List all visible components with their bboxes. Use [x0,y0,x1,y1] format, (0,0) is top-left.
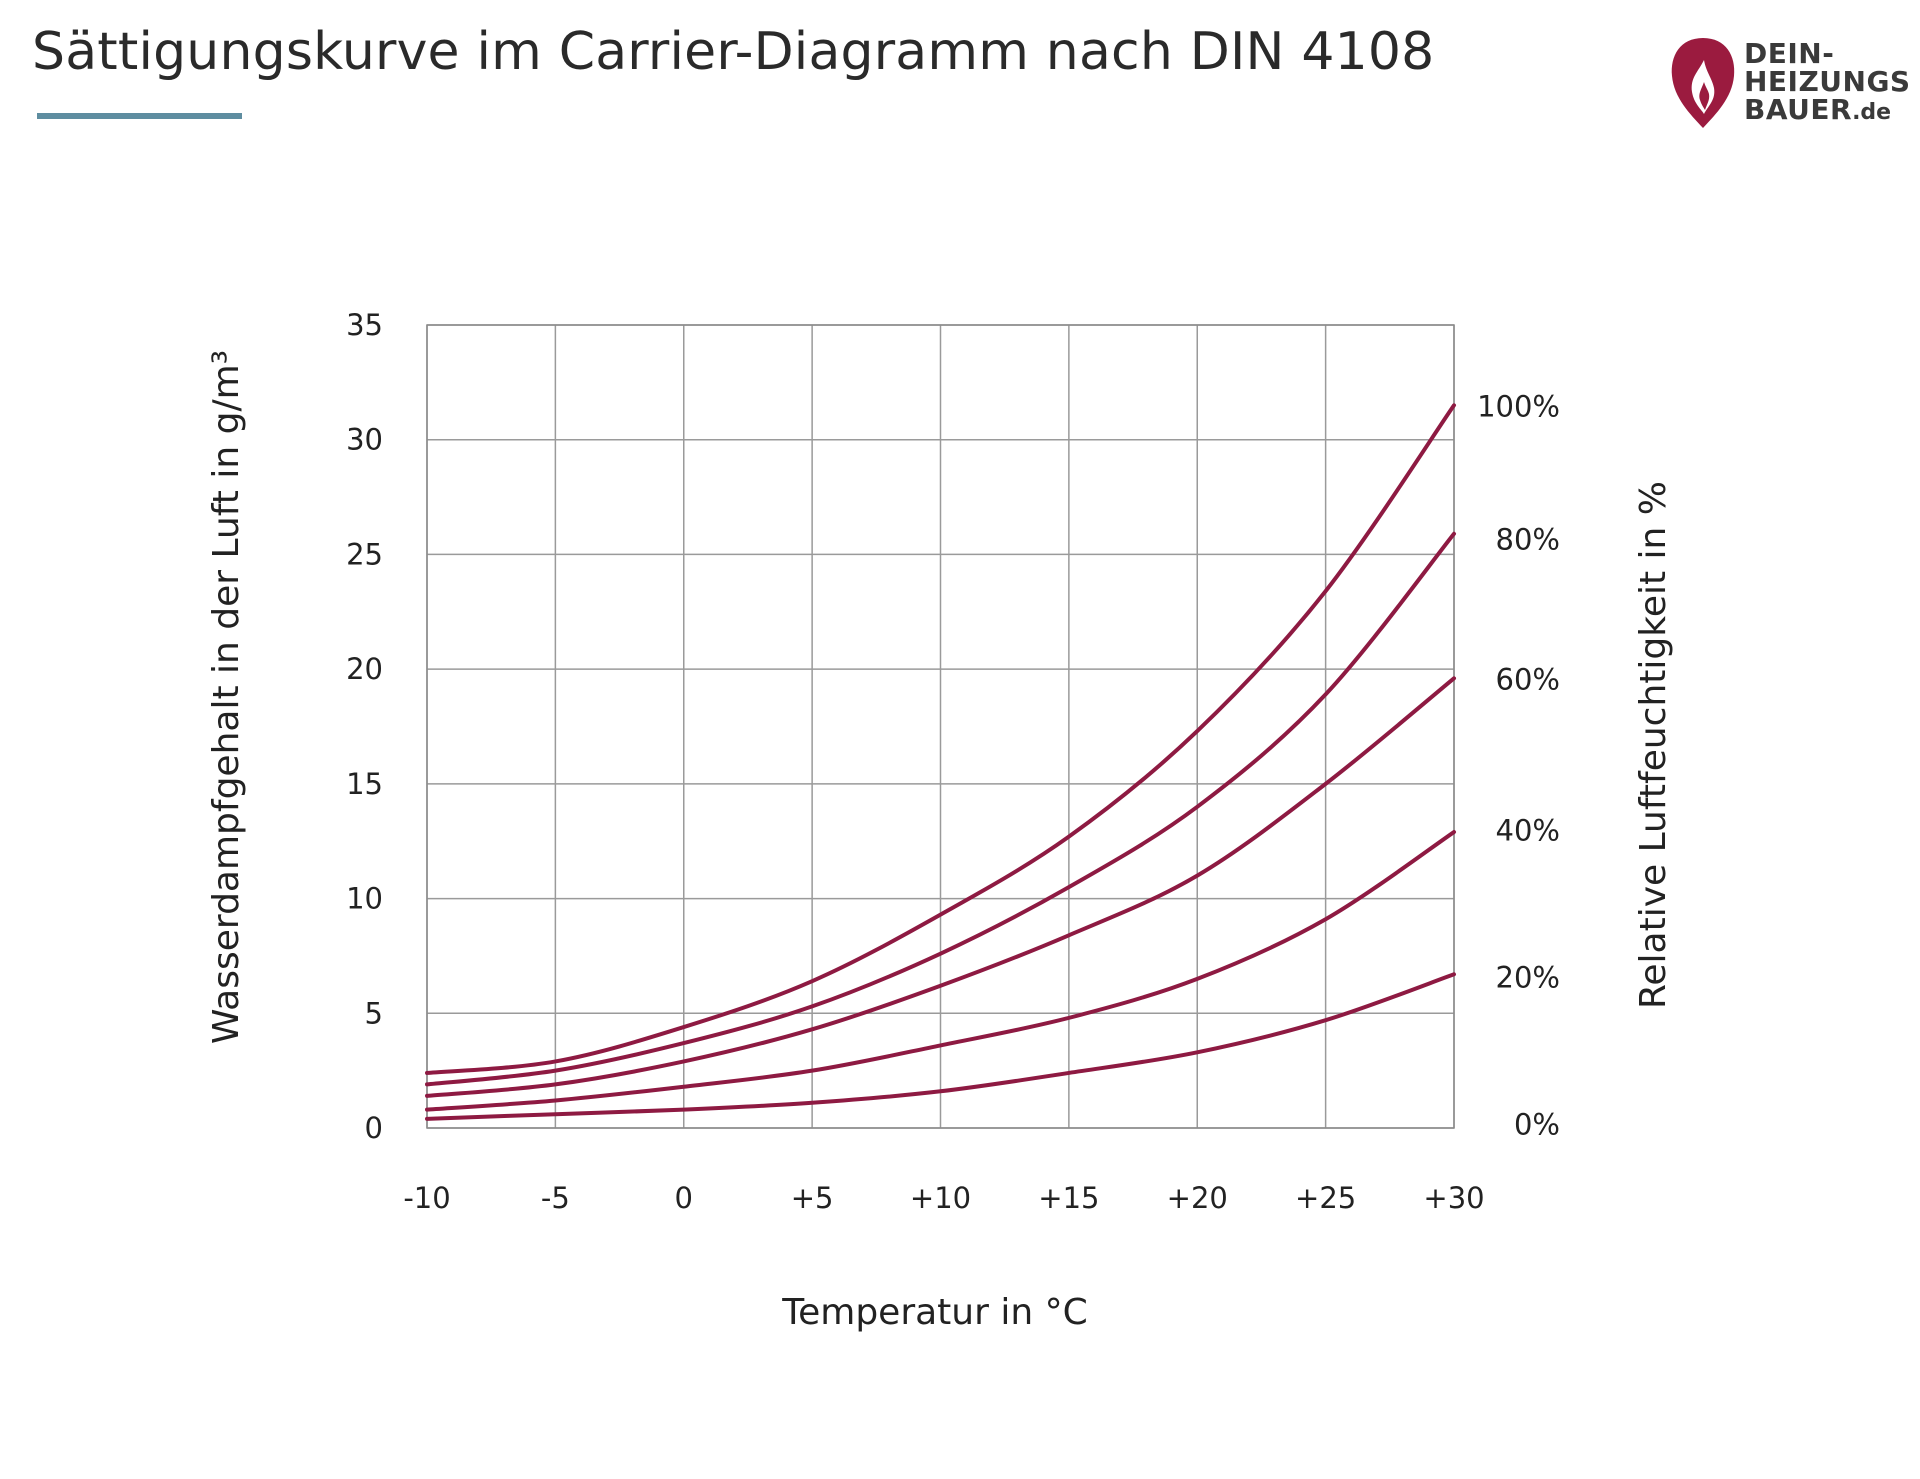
series-line-20% [425,972,1456,1121]
x-tick-label: +15 [1038,1181,1099,1215]
right-percent-label: 60% [1496,662,1560,696]
logo-line-3-text: BAUER [1744,93,1853,126]
x-tick-label: -10 [403,1181,450,1215]
x-tick-label: +5 [791,1181,834,1215]
x-tick-label: +25 [1295,1181,1356,1215]
x-tick-labels: -10 -5 0 +5 +10 +15 +20 +25 +30 [403,1181,1484,1215]
right-percent-label: 80% [1496,522,1560,556]
curves [425,403,1456,1121]
y-tick-label: 30 [346,423,383,457]
right-percent-label: 100% [1477,389,1560,423]
y-tick-label: 15 [346,767,383,801]
x-tick-label: +30 [1423,1181,1484,1215]
y2-axis-title: Relative Luftfeuchtigkeit in % [1633,481,1674,1009]
y-tick-label: 0 [365,1111,383,1145]
right-percent-label: 0% [1514,1107,1560,1141]
title-underline [37,113,242,119]
x-tick-label: 0 [675,1181,693,1215]
x-tick-label: +20 [1167,1181,1228,1215]
brand-logo[interactable]: DEIN- HEIZUNGS BAUER.de [1668,34,1910,132]
series-line-60% [425,676,1456,1098]
series-line-80% [425,531,1456,1087]
page-title: Sättigungskurve im Carrier-Diagramm nach… [32,22,1435,82]
x-tick-label: +10 [910,1181,971,1215]
y-tick-label: 5 [365,996,383,1030]
right-percent-label: 40% [1496,814,1560,848]
y-tick-label: 25 [346,537,383,571]
flame-shield-icon [1671,38,1735,128]
series-line-100% [425,403,1456,1075]
logo-domain-suffix: .de [1852,100,1892,125]
plot-frame [426,324,1455,1129]
y-tick-label: 20 [346,652,383,686]
right-percent-labels: 100% 80% 60% 40% 20% 0% [1477,389,1560,1141]
x-axis-title: Temperatur in °C [781,1292,1088,1333]
grid [426,324,1455,1129]
logo-wordmark: DEIN- HEIZUNGS BAUER.de [1744,40,1911,127]
y-tick-label: 35 [346,308,383,342]
y-axis-title: Wasserdampfgehalt in der Luft in g/m³ [206,350,247,1044]
logo-line-2: HEIZUNGS [1744,65,1911,98]
logo-line-1: DEIN- [1744,37,1835,70]
series-line-40% [425,830,1456,1112]
logo-line-3: BAUER.de [1744,96,1911,127]
y-tick-label: 10 [346,882,383,916]
right-percent-label: 20% [1496,961,1560,995]
x-tick-label: -5 [541,1181,570,1215]
y-tick-labels: 0 5 10 15 20 25 30 35 [346,308,383,1145]
